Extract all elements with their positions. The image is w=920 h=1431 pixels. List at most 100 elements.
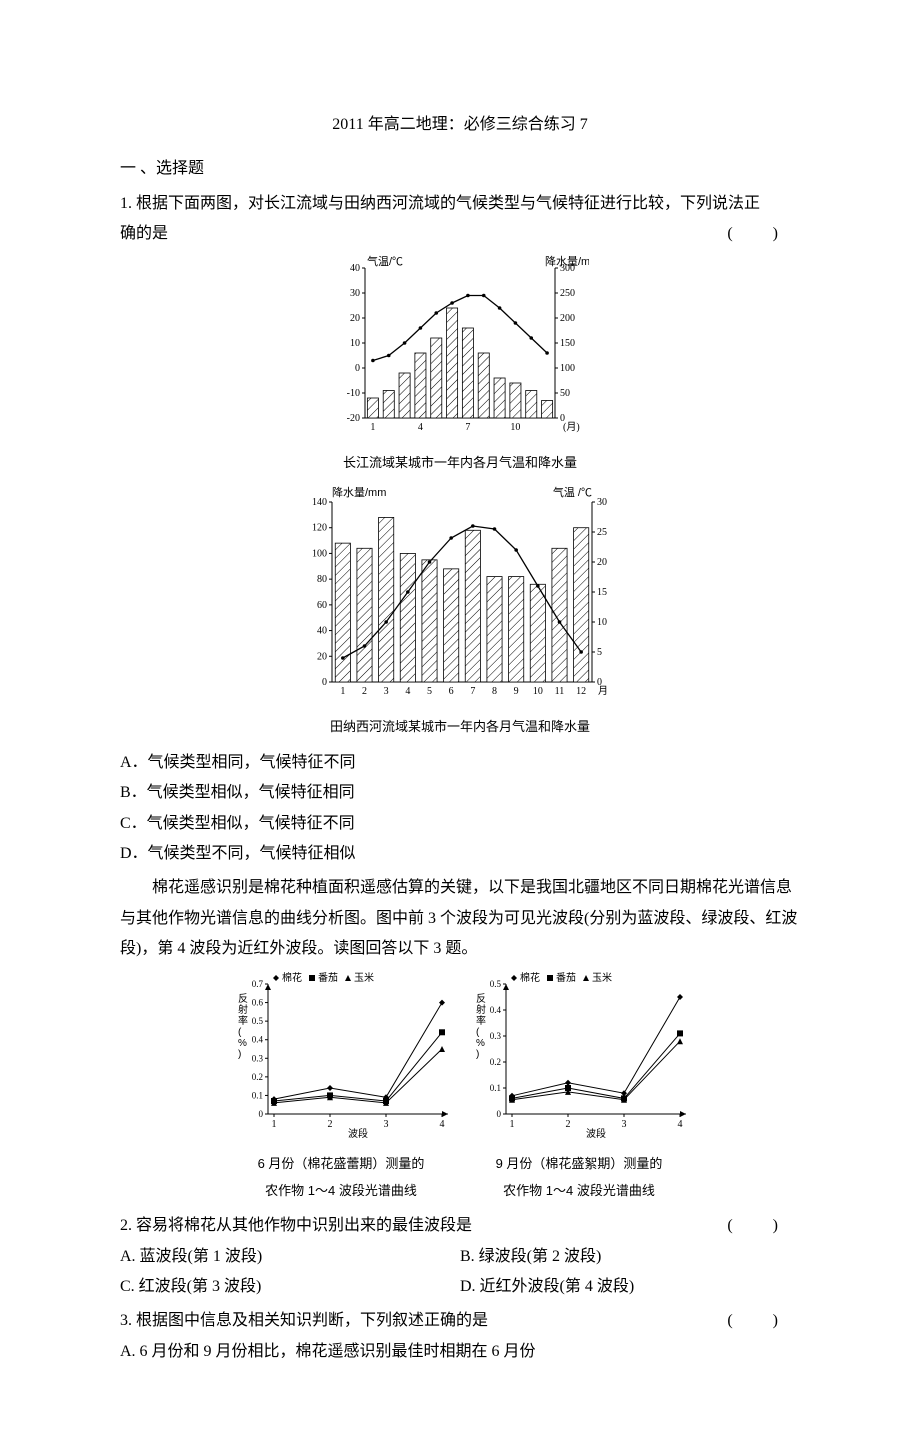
svg-text:0: 0 xyxy=(497,1109,502,1119)
q1-opt-a: A．气候类型相同，气候特征不同 xyxy=(120,748,800,778)
svg-text:(: ( xyxy=(476,1027,480,1038)
svg-text:3: 3 xyxy=(622,1119,627,1130)
svg-text:200: 200 xyxy=(560,313,575,324)
svg-text:降水量/mm: 降水量/mm xyxy=(545,254,589,268)
svg-text:80: 80 xyxy=(317,574,327,585)
chart2-caption: 田纳西河流域某城市一年内各月气温和降水量 xyxy=(298,715,622,740)
spec-left-caption2: 农作物 1～4 波段光谱曲线 xyxy=(228,1179,454,1204)
spec-chart-left: 00.10.20.30.40.50.60.7反射率(%)1234波段棉花番茄玉米 xyxy=(228,968,454,1138)
svg-text:率: 率 xyxy=(238,1014,248,1027)
svg-text:波段: 波段 xyxy=(348,1127,368,1138)
svg-text:降水量/mm: 降水量/mm xyxy=(332,485,386,499)
svg-text:40: 40 xyxy=(350,263,360,274)
svg-text:1: 1 xyxy=(510,1119,515,1130)
svg-text:60: 60 xyxy=(317,599,327,610)
svg-text:波段: 波段 xyxy=(586,1127,606,1138)
svg-text:4: 4 xyxy=(418,422,423,433)
svg-text:3: 3 xyxy=(384,1119,389,1130)
svg-text:15: 15 xyxy=(597,587,607,598)
question-3: 3. 根据图中信息及相关知识判断，下列叙述正确的是 ( ) A. 6 月份和 9… xyxy=(120,1306,800,1367)
svg-text:番茄: 番茄 xyxy=(556,971,576,984)
svg-text:250: 250 xyxy=(560,288,575,299)
svg-text:10: 10 xyxy=(533,686,543,697)
svg-text:): ) xyxy=(476,1049,479,1060)
svg-text:1: 1 xyxy=(370,422,375,433)
svg-text:3: 3 xyxy=(384,686,389,697)
svg-text:20: 20 xyxy=(350,313,360,324)
q2-col-left: A. 蓝波段(第 1 波段) C. 红波段(第 3 波段) xyxy=(120,1242,460,1303)
q2-col-right: B. 绿波段(第 2 波段) D. 近红外波段(第 4 波段) xyxy=(460,1242,800,1303)
q1-line2: 确的是 xyxy=(120,219,168,249)
svg-text:10: 10 xyxy=(350,338,360,349)
svg-text:0.2: 0.2 xyxy=(490,1057,501,1067)
spec-right-caption2: 农作物 1～4 波段光谱曲线 xyxy=(466,1179,692,1204)
spec-right-caption1: 9 月份（棉花盛絮期）测量的 xyxy=(466,1152,692,1177)
q3-paren: ( ) xyxy=(727,1306,800,1336)
twin-chart-wrap: 00.10.20.30.40.50.60.7反射率(%)1234波段棉花番茄玉米… xyxy=(120,968,800,1203)
svg-text:12: 12 xyxy=(576,686,586,697)
q3-text-wrap: 3. 根据图中信息及相关知识判断，下列叙述正确的是 ( ) xyxy=(120,1306,800,1336)
svg-text:20: 20 xyxy=(597,557,607,568)
q2-paren: ( ) xyxy=(727,1211,800,1241)
svg-text:100: 100 xyxy=(560,363,575,374)
svg-text:0.3: 0.3 xyxy=(490,1031,502,1041)
svg-text:棉花: 棉花 xyxy=(520,971,540,984)
svg-text:0.6: 0.6 xyxy=(252,998,264,1008)
svg-text:0.1: 0.1 xyxy=(252,1091,263,1101)
question-2: 2. 容易将棉花从其他作物中识别出来的最佳波段是 ( ) A. 蓝波段(第 1 … xyxy=(120,1211,800,1302)
q1-paren: ( ) xyxy=(727,219,800,249)
svg-text:0: 0 xyxy=(322,677,327,688)
svg-text:6: 6 xyxy=(449,686,454,697)
svg-text:0.1: 0.1 xyxy=(490,1083,501,1093)
question-1: 1. 根据下面两图，对长江流域与田纳西河流域的气候类型与气候特征进行比较，下列说… xyxy=(120,189,800,870)
q2-opt-d: D. 近红外波段(第 4 波段) xyxy=(460,1272,800,1302)
svg-text:玉米: 玉米 xyxy=(592,971,612,984)
svg-text:0.4: 0.4 xyxy=(490,1005,502,1015)
q1-options: A．气候类型相同，气候特征不同 B．气候类型相似，气候特征相同 C．气候类型相似… xyxy=(120,748,800,870)
spec-left-caption1: 6 月份（棉花盛蕾期）测量的 xyxy=(228,1152,454,1177)
q3-opt-a: A. 6 月份和 9 月份相比，棉花遥感识别最佳时相期在 6 月份 xyxy=(120,1337,800,1367)
svg-text:120: 120 xyxy=(312,522,327,533)
q2-opt-a: A. 蓝波段(第 1 波段) xyxy=(120,1242,460,1272)
svg-text:8: 8 xyxy=(492,686,497,697)
svg-text:1: 1 xyxy=(272,1119,277,1130)
svg-text:玉米: 玉米 xyxy=(354,971,374,984)
svg-text:(月): (月) xyxy=(563,421,580,433)
spec-chart-left-wrap: 00.10.20.30.40.50.60.7反射率(%)1234波段棉花番茄玉米… xyxy=(228,968,454,1203)
svg-text:0.4: 0.4 xyxy=(252,1035,264,1045)
svg-text:0.5: 0.5 xyxy=(490,979,502,989)
chart1: -20-1001020304005010015020025030014710(月… xyxy=(331,254,589,438)
svg-text:30: 30 xyxy=(597,497,607,508)
q1-opt-d: D．气候类型不同，气候特征相似 xyxy=(120,839,800,869)
spec-chart-right-wrap: 00.10.20.30.40.5反射率(%)1234波段棉花番茄玉米 9 月份（… xyxy=(466,968,692,1203)
svg-text:): ) xyxy=(238,1049,241,1060)
svg-text:150: 150 xyxy=(560,338,575,349)
svg-text:7: 7 xyxy=(465,422,470,433)
svg-text:100: 100 xyxy=(312,548,327,559)
svg-text:0.5: 0.5 xyxy=(252,1017,264,1027)
q2-options: A. 蓝波段(第 1 波段) C. 红波段(第 3 波段) B. 绿波段(第 2… xyxy=(120,1242,800,1303)
svg-text:5: 5 xyxy=(427,686,432,697)
svg-text:射: 射 xyxy=(476,1004,486,1016)
svg-text:0.7: 0.7 xyxy=(252,979,264,989)
svg-text:%: % xyxy=(476,1038,485,1049)
svg-text:25: 25 xyxy=(597,527,607,538)
svg-text:50: 50 xyxy=(560,388,570,399)
svg-text:月: 月 xyxy=(598,685,608,697)
svg-text:4: 4 xyxy=(678,1119,683,1130)
svg-text:140: 140 xyxy=(312,497,327,508)
svg-text:气温 /℃: 气温 /℃ xyxy=(553,485,592,499)
page: 2011 年高二地理：必修三综合练习 7 一 、选择题 1. 根据下面两图，对长… xyxy=(0,0,920,1431)
q1-line1: 1. 根据下面两图，对长江流域与田纳西河流域的气候类型与气候特征进行比较，下列说… xyxy=(120,189,800,219)
cotton-intro: 棉花遥感识别是棉花种植面积遥感估算的关键，以下是我国北疆地区不同日期棉花光谱信息… xyxy=(120,873,800,964)
svg-text:反: 反 xyxy=(476,993,486,1005)
chart2-wrap: 0204060801001201400510152025301234567891… xyxy=(120,484,800,740)
svg-text:番茄: 番茄 xyxy=(318,971,338,984)
svg-text:气温/℃: 气温/℃ xyxy=(367,254,403,268)
svg-text:9: 9 xyxy=(514,686,519,697)
q3-text: 3. 根据图中信息及相关知识判断，下列叙述正确的是 xyxy=(120,1306,488,1336)
svg-text:率: 率 xyxy=(476,1014,486,1027)
svg-text:%: % xyxy=(238,1038,247,1049)
chart1-caption: 长江流域某城市一年内各月气温和降水量 xyxy=(331,451,589,476)
svg-text:0: 0 xyxy=(259,1109,264,1119)
